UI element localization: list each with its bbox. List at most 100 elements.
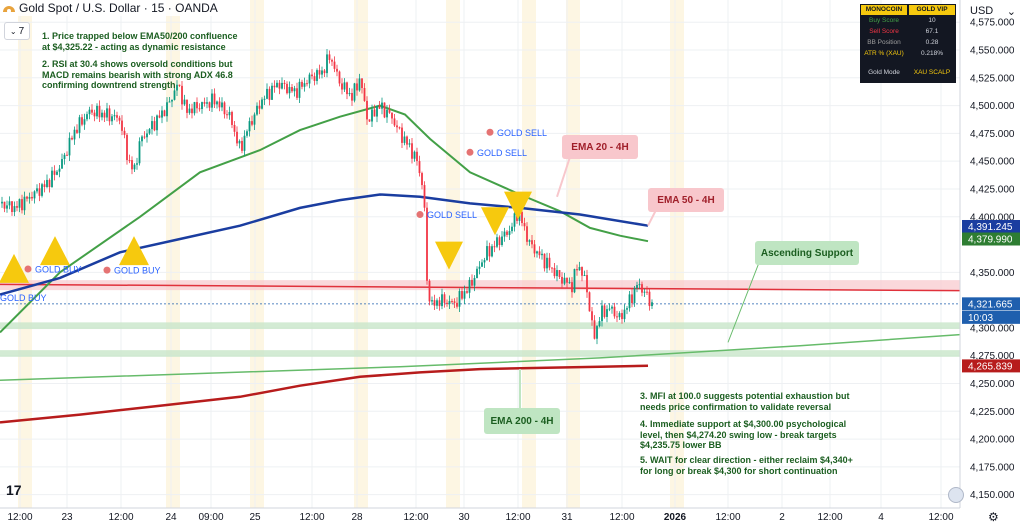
candle-body (541, 253, 543, 256)
panel-mode-value: XAU SCALP (913, 69, 951, 76)
candle-body (481, 262, 483, 267)
candle-body (646, 291, 648, 293)
price-label-text: 10:03 (968, 313, 993, 324)
candle-body (8, 201, 11, 206)
candle-body (73, 129, 76, 140)
candle-body (536, 251, 538, 254)
panel-row-value: 0.218% (920, 50, 944, 57)
candle-body (208, 102, 211, 108)
candle-body (271, 85, 273, 100)
candle-body (346, 82, 348, 95)
candle-body (308, 74, 311, 84)
candle-body (228, 111, 231, 116)
candle-body (38, 188, 41, 196)
candle-body (546, 257, 548, 269)
candle-body (361, 78, 363, 89)
panel-row-label: BB Position (867, 39, 901, 46)
candle-body (191, 108, 193, 114)
candle-body (16, 206, 18, 208)
symbol-header[interactable]: Gold Spot / U.S. Dollar · 15 · OANDA (0, 0, 222, 16)
price-tick-label: 4,175.000 (970, 462, 1015, 473)
candle-body (128, 160, 131, 162)
candle-body (391, 112, 393, 119)
currency-selector[interactable]: USD ⌄ (966, 3, 1020, 19)
us-flag-icon[interactable] (948, 487, 964, 503)
buy-triangle-marker (0, 253, 29, 283)
candle-body (423, 185, 426, 208)
candle-body (611, 306, 613, 309)
indicator-count: 7 (18, 25, 25, 37)
candle-body (508, 231, 511, 235)
oanda-logo-icon (3, 6, 15, 13)
signal-label: GOLD BUY (114, 266, 161, 276)
candle-body (628, 294, 631, 309)
callout-connector (647, 209, 657, 227)
candle-body (78, 117, 81, 133)
price-tick-label: 4,425.000 (970, 184, 1015, 195)
candle-body (288, 87, 291, 94)
candle-body (36, 188, 38, 192)
candle-body (153, 121, 156, 131)
candle-body (353, 83, 356, 101)
candle-body (31, 196, 33, 199)
candle-body (113, 115, 116, 117)
candle-body (316, 70, 318, 81)
time-tick-label: 4 (878, 512, 884, 523)
candle-body (163, 110, 166, 117)
candle-body (588, 292, 591, 312)
candle-body (473, 278, 476, 286)
signal-dot (103, 266, 111, 274)
candle-body (466, 291, 468, 293)
candle-body (403, 136, 406, 143)
candle-body (218, 101, 221, 108)
price-tick-label: 4,550.000 (970, 46, 1015, 57)
indicator-toggle-button[interactable]: ⌄ 7 (4, 22, 30, 40)
interval-label: 15 (151, 1, 165, 15)
candle-body (363, 88, 366, 101)
candle-body (313, 76, 316, 81)
candle-body (493, 246, 496, 248)
series-line (0, 333, 961, 381)
candle-body (246, 131, 248, 136)
candle-body (138, 141, 141, 164)
candle-body (393, 118, 396, 126)
price-tick-label: 4,475.000 (970, 129, 1015, 140)
candle-body (108, 108, 111, 122)
ascending-support-callout: Ascending Support (755, 241, 859, 265)
gear-icon[interactable]: ⚙ (988, 510, 999, 524)
price-label-badge (962, 219, 1020, 233)
candle-body (46, 179, 48, 187)
candle-body (543, 253, 546, 269)
candle-body (146, 133, 148, 138)
time-tick-label: 12:00 (7, 512, 32, 523)
candle-body (526, 226, 528, 242)
price-label-badge (962, 310, 1020, 324)
time-tick-label: 12:00 (715, 512, 740, 523)
candle-body (263, 98, 266, 100)
candle-body (198, 108, 201, 110)
candle-body (368, 119, 371, 122)
candle-body (498, 237, 501, 246)
signal-label: GOLD SELL (427, 210, 477, 220)
candle-body (53, 170, 56, 175)
candle-body (386, 109, 388, 118)
tradingview-logo[interactable]: 17 (6, 482, 22, 498)
signal-dot (466, 148, 474, 156)
candle-body (453, 301, 456, 303)
candle-body (161, 110, 163, 118)
candle-body (586, 275, 588, 293)
symbol-name: Gold Spot / U.S. Dollar (19, 1, 141, 15)
candle-body (151, 121, 153, 130)
callout-connector (727, 254, 763, 343)
candle-body (533, 244, 536, 254)
analysis-note-5: 5. WAIT for clear direction - either rec… (640, 455, 853, 476)
candle-body (598, 321, 601, 327)
candle-body (143, 136, 146, 138)
candle-body (168, 101, 171, 103)
signal-label: GOLD SELL (477, 148, 527, 158)
price-tick-label: 4,300.000 (970, 323, 1015, 334)
support-zone-lower (0, 350, 960, 357)
price-tick-label: 4,500.000 (970, 101, 1015, 112)
buy-triangle-marker (40, 236, 70, 266)
candle-body (331, 59, 333, 62)
